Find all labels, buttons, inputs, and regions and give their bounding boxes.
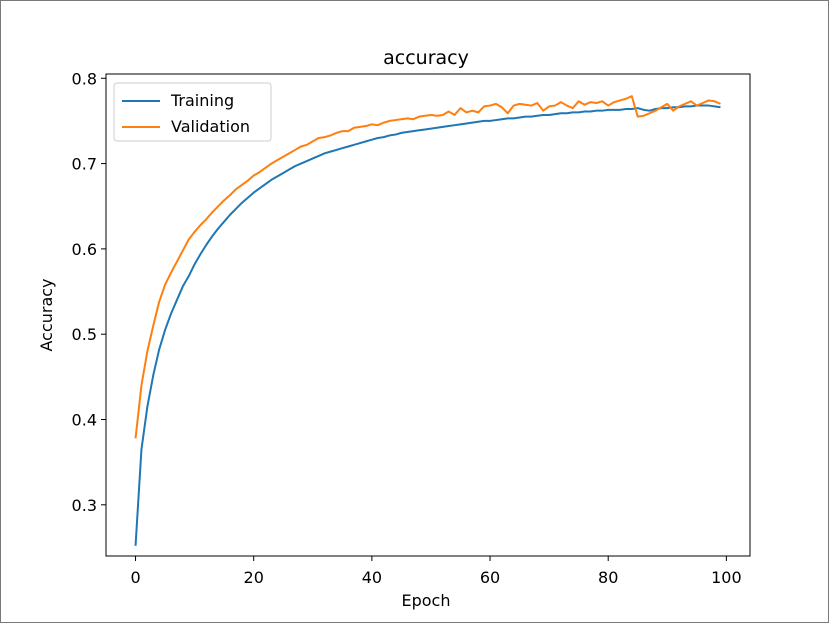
series-layer: [134, 95, 721, 546]
x-tick-label: 60: [480, 568, 500, 587]
x-axis-label: Epoch: [402, 591, 451, 610]
legend-label-training: Training: [170, 91, 234, 110]
legend-label-validation: Validation: [171, 117, 250, 136]
chart-title: accuracy: [383, 47, 469, 69]
y-axis-ticks: 0.3 0.4 0.5 0.6 0.7 0.8: [72, 69, 106, 515]
x-tick-label: 40: [362, 568, 382, 587]
y-tick-label: 0.7: [72, 155, 97, 174]
series-line-training: [134, 104, 721, 546]
y-tick-label: 0.4: [72, 411, 97, 430]
y-tick-label: 0.8: [72, 69, 97, 88]
x-tick-label: 20: [244, 568, 264, 587]
plot-area: [105, 73, 751, 557]
x-axis-ticks: 0 20 40 60 80 100: [130, 556, 742, 587]
series-line-validation: [134, 95, 721, 439]
y-tick-label: 0.6: [72, 240, 97, 259]
y-axis-label: Accuracy: [37, 278, 56, 351]
y-tick-label: 0.5: [72, 325, 97, 344]
x-tick-label: 80: [598, 568, 618, 587]
x-tick-label: 0: [130, 568, 140, 587]
x-tick-label: 100: [711, 568, 742, 587]
y-tick-label: 0.3: [72, 496, 97, 515]
legend: Training Validation: [113, 82, 272, 142]
